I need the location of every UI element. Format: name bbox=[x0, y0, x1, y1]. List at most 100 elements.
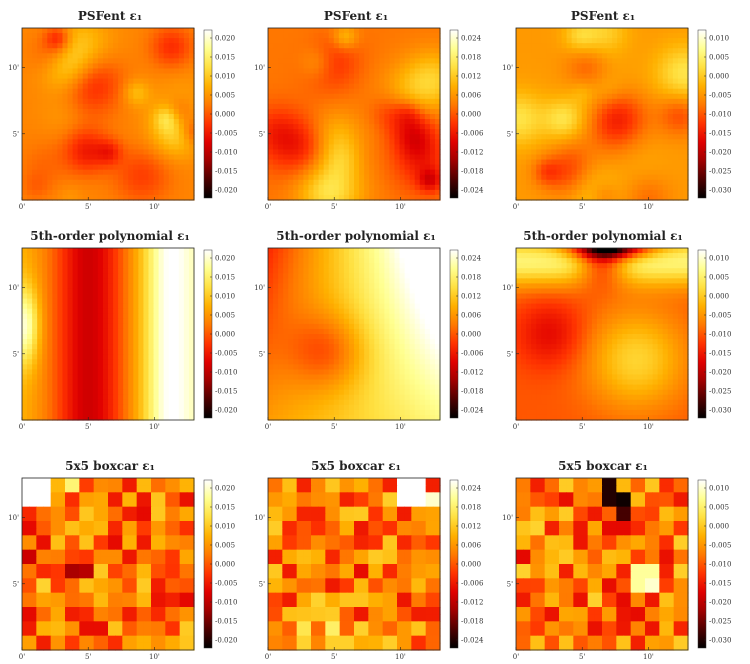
heatmap-cell bbox=[612, 154, 618, 161]
heatmap-cell bbox=[576, 63, 583, 70]
heatmap-cell bbox=[288, 154, 294, 161]
heatmap-cell bbox=[521, 58, 527, 65]
heatmap-cell bbox=[168, 73, 175, 80]
heatmap-cell bbox=[647, 73, 654, 80]
heatmap-cell bbox=[52, 124, 59, 130]
heatmap-cell bbox=[662, 149, 669, 156]
heatmap-cell bbox=[571, 124, 578, 130]
heatmap-cell bbox=[108, 53, 114, 59]
heatmap-cell bbox=[303, 83, 310, 90]
heatmap-cell bbox=[163, 328, 170, 335]
heatmap-cell bbox=[303, 134, 310, 140]
heatmap-cell bbox=[369, 248, 375, 254]
heatmap-cell bbox=[97, 164, 104, 171]
heatmap-cell bbox=[87, 293, 94, 300]
heatmap-cell bbox=[22, 253, 28, 259]
heatmap-cell bbox=[328, 268, 335, 274]
heatmap-cell bbox=[303, 139, 310, 145]
heatmap-cell bbox=[536, 134, 542, 140]
heatmap-cell bbox=[394, 58, 401, 65]
heatmap bbox=[516, 28, 689, 201]
heatmap-cell bbox=[399, 253, 406, 259]
heatmap-cell bbox=[97, 298, 104, 305]
heatmap-cell bbox=[586, 124, 593, 130]
heatmap-cell bbox=[354, 273, 360, 279]
heatmap-cell bbox=[576, 33, 583, 39]
heatmap-cell bbox=[596, 124, 603, 130]
heatmap-cell bbox=[148, 184, 155, 191]
heatmap-cell bbox=[82, 194, 89, 201]
heatmap-cell bbox=[374, 93, 380, 100]
heatmap-cell bbox=[77, 119, 84, 125]
heatmap-cell bbox=[617, 83, 623, 90]
heatmap-cell bbox=[308, 149, 315, 156]
heatmap-cell bbox=[617, 68, 623, 75]
heatmap-cell bbox=[602, 93, 608, 100]
heatmap-cell bbox=[566, 134, 573, 140]
heatmap-cell bbox=[318, 134, 325, 140]
heatmap-cell bbox=[153, 404, 160, 411]
heatmap-cell bbox=[343, 103, 350, 110]
heatmap-cell bbox=[424, 174, 431, 181]
heatmap-cell bbox=[586, 189, 593, 196]
heatmap-cell bbox=[556, 43, 563, 49]
heatmap-cell bbox=[268, 38, 274, 44]
heatmap-cell bbox=[108, 83, 114, 90]
heatmap-cell bbox=[87, 394, 94, 401]
heatmap-cell bbox=[118, 298, 124, 305]
heatmap-cell bbox=[77, 58, 84, 65]
heatmap-cell bbox=[143, 108, 150, 115]
heatmap-cell bbox=[333, 63, 340, 70]
heatmap-cell bbox=[188, 159, 195, 166]
heatmap-cell bbox=[148, 53, 155, 59]
heatmap-cell bbox=[546, 129, 553, 135]
heatmap-cell bbox=[682, 88, 689, 95]
heatmap-cell bbox=[303, 144, 310, 151]
heatmap-cell bbox=[536, 78, 542, 85]
heatmap-cell bbox=[343, 164, 350, 171]
heatmap-cell bbox=[32, 43, 38, 49]
heatmap-cell bbox=[672, 114, 679, 120]
heatmap-cell bbox=[333, 129, 340, 135]
heatmap-cell bbox=[672, 129, 679, 135]
heatmap-cell bbox=[602, 73, 608, 80]
heatmap-cell bbox=[153, 164, 160, 171]
heatmap-cell bbox=[338, 43, 345, 49]
heatmap-cell bbox=[158, 73, 165, 80]
heatmap-cell bbox=[374, 184, 380, 191]
heatmap-cell bbox=[354, 98, 360, 105]
heatmap-cell bbox=[541, 189, 547, 196]
heatmap-cell bbox=[183, 119, 190, 125]
heatmap-cell bbox=[42, 119, 48, 125]
heatmap-cell bbox=[647, 38, 654, 44]
heatmap-cell bbox=[394, 273, 401, 279]
heatmap-cell bbox=[118, 108, 124, 115]
heatmap-cell bbox=[516, 154, 522, 161]
heatmap-cell bbox=[22, 293, 28, 300]
heatmap-cell bbox=[293, 263, 299, 269]
heatmap-cell bbox=[318, 159, 325, 166]
heatmap-cell bbox=[632, 43, 639, 49]
heatmap-cell bbox=[52, 323, 59, 330]
y-tick-label: 5' bbox=[507, 130, 513, 138]
heatmap-cell bbox=[399, 263, 406, 269]
heatmap-cell bbox=[278, 28, 284, 34]
heatmap-cell bbox=[348, 134, 355, 140]
heatmap-cell bbox=[338, 58, 345, 65]
heatmap-cell bbox=[178, 154, 185, 161]
heatmap-cell bbox=[77, 414, 84, 421]
heatmap-cell bbox=[546, 103, 553, 110]
heatmap-cell bbox=[37, 134, 43, 140]
heatmap-cell bbox=[87, 134, 94, 140]
heatmap-cell bbox=[22, 379, 28, 386]
heatmap-cell bbox=[82, 98, 89, 105]
heatmap-cell bbox=[526, 98, 532, 105]
heatmap-cell bbox=[92, 404, 99, 411]
heatmap-cell bbox=[42, 159, 48, 166]
heatmap-cell bbox=[168, 53, 175, 59]
heatmap-cell bbox=[148, 114, 155, 120]
heatmap-cell bbox=[612, 108, 618, 115]
heatmap-cell bbox=[374, 134, 380, 140]
heatmap-cell bbox=[173, 98, 180, 105]
heatmap-cell bbox=[338, 108, 345, 115]
